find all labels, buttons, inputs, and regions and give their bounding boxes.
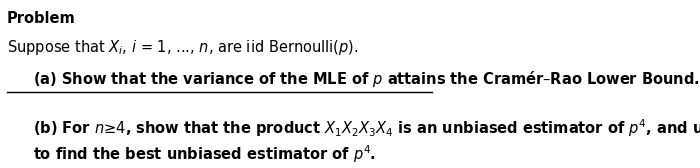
Text: Suppose that $X_i$, $i$ = 1, ..., $n$, are iid Bernoulli($p$).: Suppose that $X_i$, $i$ = 1, ..., $n$, a… <box>6 38 358 57</box>
Text: (b) For $n ≥ 4$, show that the product $X_1X_2X_3X_4$ is an unbiased estimator o: (b) For $n ≥ 4$, show that the product $… <box>33 117 700 139</box>
Text: Problem: Problem <box>6 11 76 26</box>
Text: (a) Show that the variance of the MLE of $p$ attains the Cramér–Rao Lower Bound.: (a) Show that the variance of the MLE of… <box>33 69 700 89</box>
Text: to find the best unbiased estimator of $p^4$.: to find the best unbiased estimator of $… <box>33 144 376 165</box>
